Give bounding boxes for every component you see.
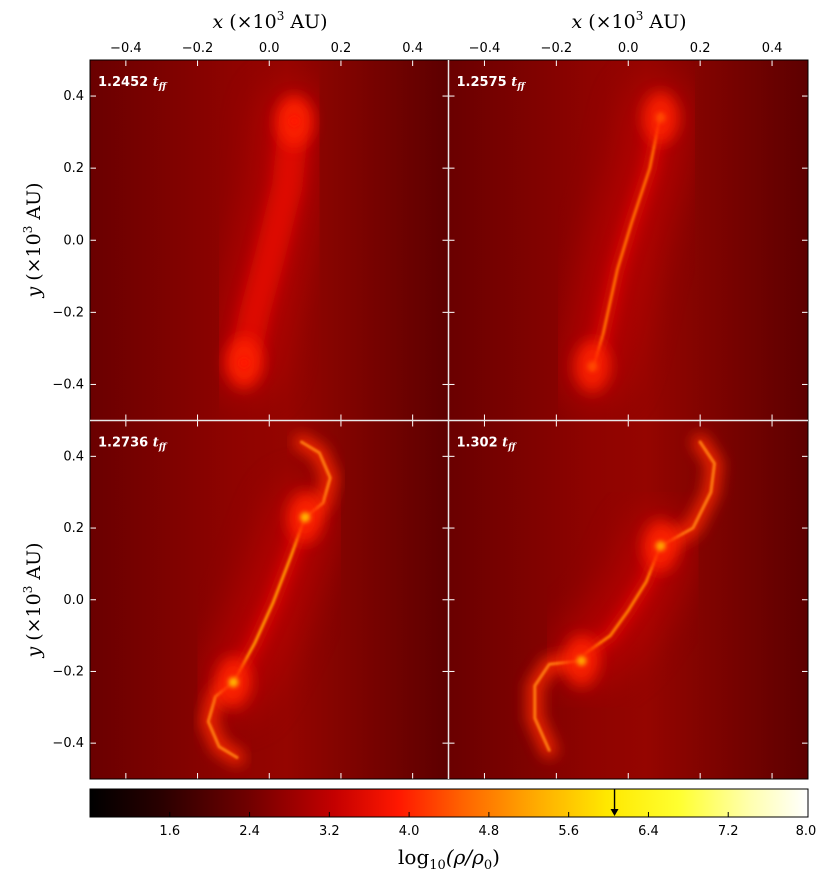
time-unit: t [511, 75, 517, 90]
y-axis-title-sup: 3 [21, 226, 35, 234]
colorbar-label-sub2: 0 [484, 858, 492, 873]
x-axis-title-left: x (×103 AU) [212, 9, 327, 33]
x-tick-label: 0.2 [690, 41, 711, 56]
time-value: 1.302 [457, 436, 503, 451]
time-label: 1.2736 tff [98, 436, 168, 453]
time-value: 1.2575 [457, 75, 512, 90]
time-unit-sub: ff [516, 82, 526, 92]
colorbar-tick-label: 5.6 [558, 824, 579, 839]
density-peak [239, 357, 250, 368]
density-peak [300, 512, 311, 523]
x-tick-label: 0.4 [402, 41, 423, 56]
time-value: 1.2736 [98, 436, 153, 451]
density-peak [289, 116, 300, 127]
panel-2 [449, 60, 808, 420]
x-tick-label: −0.2 [182, 41, 214, 56]
colorbar-label-close: ) [492, 845, 500, 869]
spiral-arm [659, 440, 716, 548]
x-axis-title-rest-2: (×10 [588, 11, 636, 33]
y-tick-label: −0.2 [52, 305, 84, 320]
time-label: 1.2452 tff [98, 75, 168, 92]
colorbar-tick-label: 4.0 [399, 824, 420, 839]
y-tick-label: 0.2 [63, 521, 84, 536]
time-unit-sub: ff [507, 443, 517, 453]
colorbar-label-sub: 10 [429, 858, 446, 873]
x-tick-label: −0.4 [469, 41, 501, 56]
y-tick-label: 0.4 [63, 89, 84, 104]
y-axis-title-bottom: y (×103 AU) [21, 542, 45, 658]
x-tick-label: −0.2 [541, 41, 573, 56]
x-axis-title-units-2: AU) [643, 11, 686, 33]
time-unit-sub: ff [158, 82, 168, 92]
x-axis-title-sup: 3 [277, 9, 285, 23]
y-tick-label: −0.4 [52, 377, 84, 392]
filament-envelope [229, 102, 310, 378]
filament-core [583, 544, 663, 655]
y-tick-label: 0.0 [63, 593, 84, 608]
panel-3 [90, 421, 448, 779]
colorbar-tick-label: 6.4 [638, 824, 659, 839]
colorbar-label-body: (ρ/ρ [446, 845, 484, 869]
time-unit: t [153, 436, 159, 451]
x-tick-label: 0.0 [618, 41, 639, 56]
y-tick-label: 0.0 [63, 233, 84, 248]
x-axis-title-units: AU) [284, 11, 327, 33]
y-axis-title-units: AU) [23, 182, 45, 225]
spiral-arm [533, 659, 583, 752]
time-unit: t [502, 436, 508, 451]
colorbar-tick-label: 2.4 [239, 824, 260, 839]
time-unit: t [153, 75, 159, 90]
y-axis-title-rest-2: (×10 [23, 593, 45, 641]
y-tick-label: −0.4 [52, 736, 84, 751]
x-axis-title-rest: (×10 [229, 11, 277, 33]
colorbar-label-prefix: log [398, 845, 429, 869]
density-peak [655, 540, 666, 551]
x-axis-title-sup-2: 3 [636, 9, 644, 23]
panel-1 [90, 60, 448, 420]
y-axis-title-units-2: AU) [23, 542, 45, 585]
x-tick-label: −0.4 [110, 41, 142, 56]
colorbar-gradient [89, 788, 809, 818]
x-tick-label: 0.0 [259, 41, 280, 56]
y-axis-title-var-2: y [23, 647, 45, 659]
density-peak [587, 361, 598, 372]
filament-core [590, 112, 663, 372]
filament-core [231, 515, 307, 684]
time-unit-sub: ff [158, 443, 168, 453]
colorbar: 1.6 2.4 3.2 4.0 4.8 5.6 6.4 7.2 8.0 [89, 788, 817, 839]
y-axis-title-top: y (×103 AU) [21, 182, 45, 298]
y-axis-title-sup-2: 3 [21, 586, 35, 594]
time-label: 1.2575 tff [457, 75, 527, 92]
x-axis-title-var: x [212, 11, 223, 33]
axes: 1.2452 tff−0.4 −0.2 0.0 0.2 0.4−0.4−0.20.00.… [52, 41, 809, 780]
y-tick-label: 0.2 [63, 161, 84, 176]
colorbar-marker-arrow [610, 809, 619, 816]
density-peak [228, 677, 239, 688]
y-tick-label: −0.2 [52, 664, 84, 679]
time-label: 1.302 tff [457, 436, 518, 453]
y-axis-title-rest: (×10 [23, 233, 45, 281]
panels [90, 60, 808, 779]
panel-4 [449, 421, 808, 779]
density-peak [655, 112, 666, 123]
colorbar-tick-label: 8.0 [796, 824, 817, 839]
x-axis-title-right: x (×103 AU) [571, 9, 686, 33]
y-tick-label: 0.4 [63, 449, 84, 464]
colorbar-tick-label: 7.2 [718, 824, 739, 839]
colorbar-tick-label: 4.8 [479, 824, 500, 839]
y-axis-title-var: y [23, 287, 45, 299]
x-axis-title-var-2: x [571, 11, 582, 33]
x-tick-label: 0.4 [762, 41, 783, 56]
x-tick-label: 0.2 [331, 41, 352, 56]
colorbar-label: log10(ρ/ρ0) [398, 845, 500, 873]
colorbar-tick-label: 1.6 [159, 824, 180, 839]
density-peak [576, 655, 587, 666]
time-value: 1.2452 [98, 75, 153, 90]
colorbar-tick-label: 3.2 [319, 824, 340, 839]
